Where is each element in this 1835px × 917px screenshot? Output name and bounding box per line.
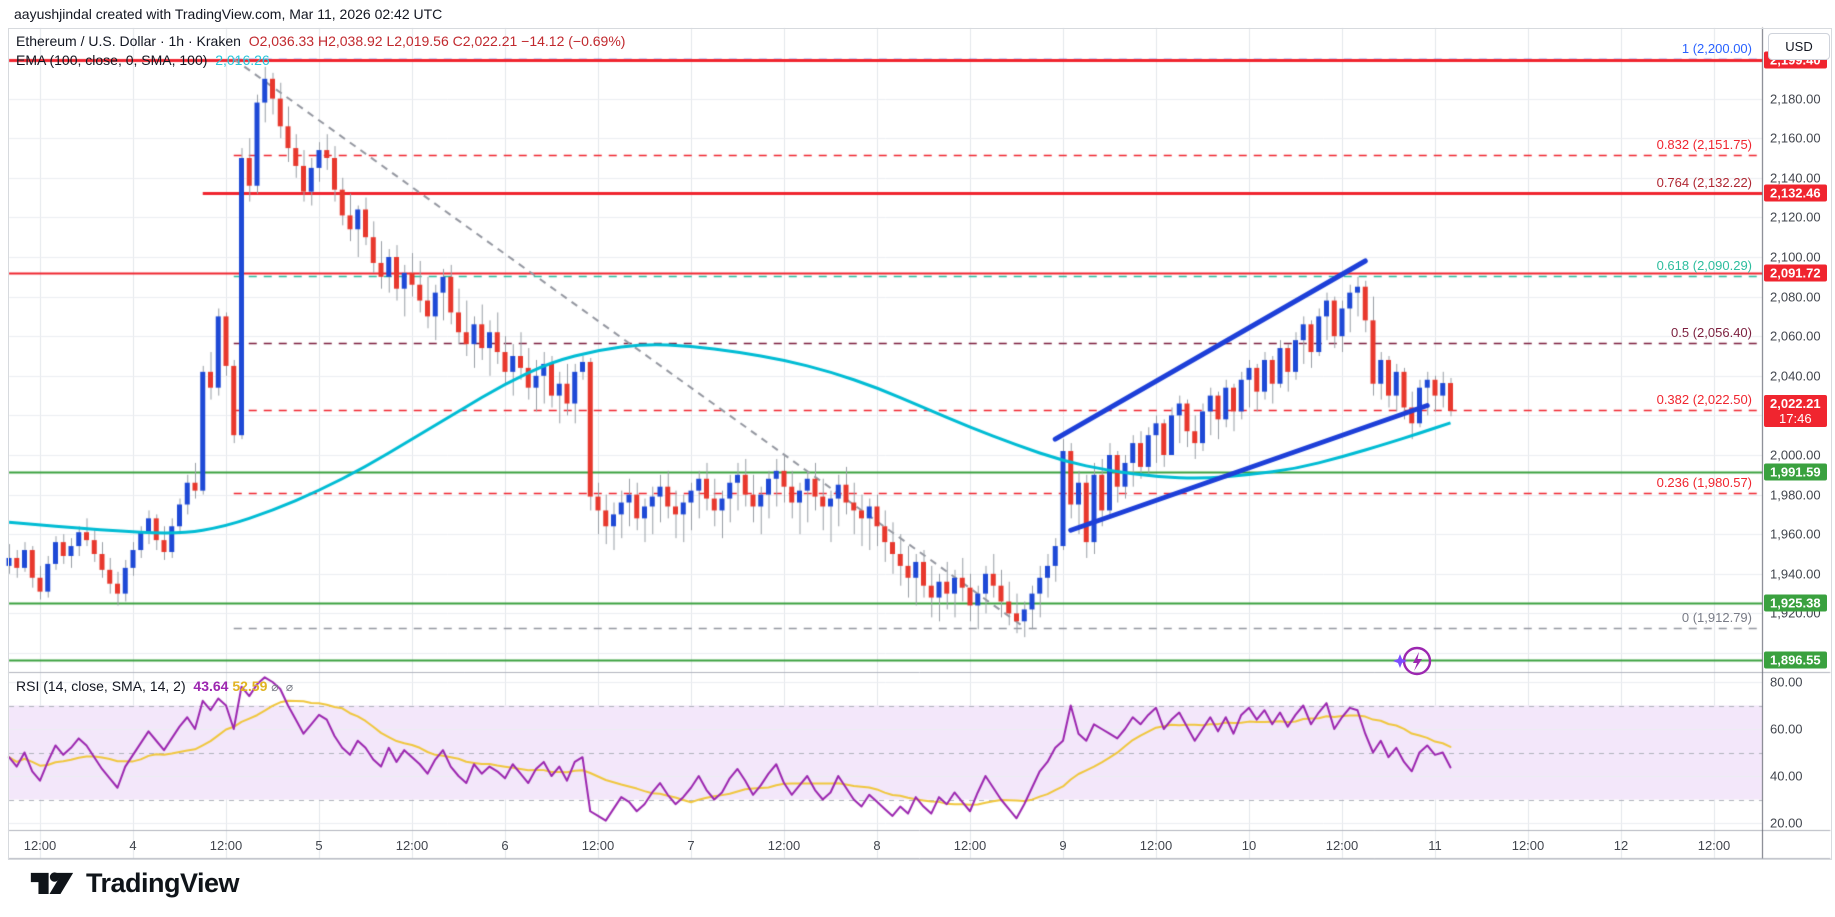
price-axis-tick: 2,140.00 bbox=[1770, 170, 1821, 186]
time-axis-label: 10 bbox=[1241, 838, 1257, 853]
time-axis-label: 12 bbox=[1613, 838, 1629, 853]
price-badge: 2,132.46 bbox=[1764, 184, 1827, 202]
price-badge-value: 1,925.38 bbox=[1770, 595, 1821, 611]
fib-level-label[interactable]: 0.764 (2,132.22) bbox=[1656, 175, 1752, 191]
price-axis-tick: 2,040.00 bbox=[1770, 368, 1821, 384]
chart-legend: Ethereum / U.S. Dollar · 1h · Kraken O2,… bbox=[16, 32, 625, 70]
ema-legend-row[interactable]: EMA (100, close, 0, SMA, 100) 2,016.26 bbox=[16, 51, 625, 70]
fib-level-label[interactable]: 0.832 (2,151.75) bbox=[1656, 136, 1752, 152]
fib-level-label[interactable]: 0.618 (2,090.29) bbox=[1656, 258, 1752, 274]
ohlc-close: C2,022.21 bbox=[452, 33, 518, 49]
price-badge: 2,022.21 17:46 bbox=[1764, 395, 1827, 428]
price-axis-tick: 1,940.00 bbox=[1770, 566, 1821, 582]
time-axis-label: 4 bbox=[129, 838, 137, 853]
rsi-value: 43.64 bbox=[193, 678, 229, 694]
time-axis-label: 12:00 bbox=[953, 838, 987, 853]
flash-circle-icon[interactable] bbox=[1392, 640, 1436, 682]
time-axis-label: 12:00 bbox=[1325, 838, 1359, 853]
price-badge: 1,925.38 bbox=[1764, 594, 1827, 612]
price-badge: 1,896.55 bbox=[1764, 651, 1827, 669]
currency-toggle-button[interactable]: USD bbox=[1768, 33, 1830, 60]
time-axis-label: 5 bbox=[315, 838, 323, 853]
time-axis-label: 11 bbox=[1428, 838, 1442, 853]
tradingview-logo-icon bbox=[30, 872, 74, 894]
ohlc-high: H2,038.92 bbox=[317, 33, 383, 49]
time-axis-label: 12:00 bbox=[1697, 838, 1731, 853]
ema-indicator-title: EMA (100, close, 0, SMA, 100) bbox=[16, 52, 208, 68]
change-value: −14.12 (−0.69%) bbox=[521, 33, 626, 49]
price-axis-tick: 1,980.00 bbox=[1770, 487, 1821, 503]
price-axis-tick: 2,100.00 bbox=[1770, 249, 1821, 265]
fib-level-label[interactable]: 0.382 (2,022.50) bbox=[1656, 392, 1752, 408]
time-axis-label: 6 bbox=[501, 838, 509, 853]
time-axis-label: 12:00 bbox=[209, 838, 243, 853]
rsi-axis-tick: 80.00 bbox=[1770, 674, 1803, 690]
rsi-legend-row[interactable]: RSI (14, close, SMA, 14, 2) 43.64 52.59 … bbox=[16, 678, 295, 694]
price-badge-value: 1,896.55 bbox=[1770, 652, 1821, 668]
symbol-title: Ethereum / U.S. Dollar · 1h · Kraken bbox=[16, 33, 241, 49]
price-badge-value: 2,091.72 bbox=[1770, 265, 1821, 281]
rsi-axis-tick: 60.00 bbox=[1770, 721, 1803, 737]
tradingview-footer-logo[interactable]: TradingView bbox=[30, 866, 240, 900]
price-axis-tick: 2,120.00 bbox=[1770, 209, 1821, 225]
fib-level-label[interactable]: 0.236 (1,980.57) bbox=[1656, 475, 1752, 491]
attribution-text: aayushjindal created with TradingView.co… bbox=[14, 6, 443, 22]
time-axis-label: 7 bbox=[687, 838, 695, 853]
price-badge-value: 1,991.59 bbox=[1770, 464, 1821, 480]
ohlc-low: L2,019.56 bbox=[386, 33, 449, 49]
price-axis-tick: 2,180.00 bbox=[1770, 91, 1821, 107]
price-badge: 1,991.59 bbox=[1764, 463, 1827, 481]
candle-countdown: 17:46 bbox=[1779, 411, 1812, 427]
rsi-axis-tick: 20.00 bbox=[1770, 815, 1803, 831]
time-axis-label: 12:00 bbox=[23, 838, 57, 853]
price-axis-tick: 2,080.00 bbox=[1770, 289, 1821, 305]
fib-level-label[interactable]: 0 (1,912.79) bbox=[1681, 609, 1752, 625]
rsi-indicator-title: RSI (14, close, SMA, 14, 2) bbox=[16, 678, 186, 694]
price-axis-tick: 1,960.00 bbox=[1770, 526, 1821, 542]
rsi-legend-icons[interactable]: ⌀ ⌀ bbox=[271, 680, 296, 694]
rsi-axis-tick: 40.00 bbox=[1770, 768, 1803, 784]
time-axis-label: 8 bbox=[873, 838, 881, 853]
fib-level-label[interactable]: 0.5 (2,056.40) bbox=[1671, 325, 1752, 341]
symbol-legend-row[interactable]: Ethereum / U.S. Dollar · 1h · Kraken O2,… bbox=[16, 32, 625, 51]
price-axis-tick: 2,160.00 bbox=[1770, 130, 1821, 146]
price-axis-tick: 2,060.00 bbox=[1770, 328, 1821, 344]
tradingview-logo-text: TradingView bbox=[86, 867, 240, 898]
price-badge: 2,091.72 bbox=[1764, 264, 1827, 282]
ohlc-open: O2,036.33 bbox=[248, 33, 315, 49]
rsi-ma-value: 52.59 bbox=[232, 678, 268, 694]
price-badge-value: 2,132.46 bbox=[1770, 185, 1821, 201]
time-axis-label: 12:00 bbox=[1139, 838, 1173, 853]
time-axis-label: 9 bbox=[1059, 838, 1067, 853]
fib-level-label[interactable]: 1 (2,200.00) bbox=[1681, 41, 1752, 56]
price-badge-value: 2,022.21 bbox=[1770, 396, 1821, 412]
time-axis-label: 12:00 bbox=[581, 838, 615, 853]
time-axis-label: 12:00 bbox=[767, 838, 801, 853]
time-axis-label: 12:00 bbox=[1511, 838, 1545, 853]
price-axis-tick: 2,000.00 bbox=[1770, 447, 1821, 463]
ema-indicator-value: 2,016.26 bbox=[215, 52, 270, 68]
time-axis-label: 12:00 bbox=[395, 838, 429, 853]
